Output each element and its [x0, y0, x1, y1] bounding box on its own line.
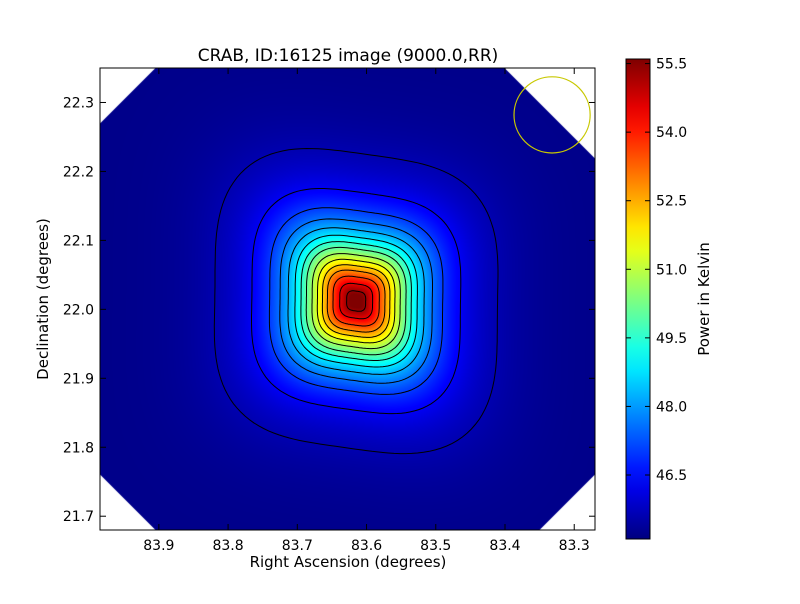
contour-level-14	[339, 282, 374, 320]
colorbar-ticks: 46.5 48.0 49.5 51.0 52.5 54.0 55.5	[626, 57, 687, 484]
contour-level-8	[305, 246, 407, 356]
contour-level-1	[213, 147, 499, 455]
x-tick-label: 83.6	[351, 538, 382, 554]
colorbar-fill	[625, 58, 651, 540]
colorbar-tick-label: 54.0	[656, 125, 687, 141]
y-axis-label: Declination (degrees)	[34, 218, 52, 380]
contour-level-4	[279, 218, 433, 384]
x-tick-label: 83.4	[489, 538, 520, 554]
y-tick-label: 22.2	[63, 164, 94, 180]
y-tick-label: 22.3	[63, 95, 94, 111]
y-axis-ticks: 21.7 21.8 21.9 22.0 22.1 22.2 22.3	[63, 95, 595, 525]
contour-level-5	[287, 227, 425, 375]
axes-frame	[99, 67, 596, 531]
y-tick-label: 21.7	[63, 509, 94, 525]
chart-title: CRAB, ID:16125 image (9000.0,RR)	[198, 46, 499, 66]
contour-level-10	[316, 258, 396, 344]
x-tick-label: 83.7	[282, 538, 313, 554]
contour-level-6	[294, 234, 418, 368]
contour-level-2	[251, 188, 462, 415]
contour-level-11	[321, 264, 391, 338]
x-axis-label: Right Ascension (degrees)	[250, 553, 447, 571]
colorbar: 46.5 48.0 49.5 51.0 52.5 54.0 55.5 Power in Ke…	[625, 57, 713, 540]
plot-area	[100, 68, 595, 530]
x-tick-label: 83.5	[420, 538, 451, 554]
colorbar-label: Power in Kelvin	[695, 242, 713, 356]
y-tick-label: 22.1	[63, 233, 94, 249]
contour-level-3	[268, 207, 444, 395]
x-axis-ticks: 83.9 83.8 83.7 83.6 83.5 83.4 83.3	[143, 68, 590, 554]
beam-circle	[513, 76, 591, 154]
y-tick-label: 22.0	[63, 302, 94, 318]
y-tick-label: 21.8	[63, 440, 94, 456]
y-tick-label: 21.9	[63, 371, 94, 387]
x-tick-label: 83.8	[212, 538, 243, 554]
contour-level-13	[332, 275, 380, 327]
contour-level-9	[311, 253, 401, 350]
colorbar-tick-label: 48.0	[656, 399, 687, 415]
x-tick-label: 83.9	[143, 538, 174, 554]
contour-lines	[213, 147, 499, 455]
colorbar-tick-label: 46.5	[656, 468, 687, 484]
colorbar-tick-label: 51.0	[656, 262, 687, 278]
colorbar-tick-label: 49.5	[656, 331, 687, 347]
colorbar-tick-label: 55.5	[656, 57, 687, 73]
contour-level-7	[300, 241, 412, 361]
heatmap-image	[100, 68, 595, 530]
colorbar-tick-label: 52.5	[656, 194, 687, 210]
contour-level-12	[326, 269, 386, 333]
contour-level-15	[346, 290, 367, 312]
x-tick-label: 83.3	[559, 538, 590, 554]
